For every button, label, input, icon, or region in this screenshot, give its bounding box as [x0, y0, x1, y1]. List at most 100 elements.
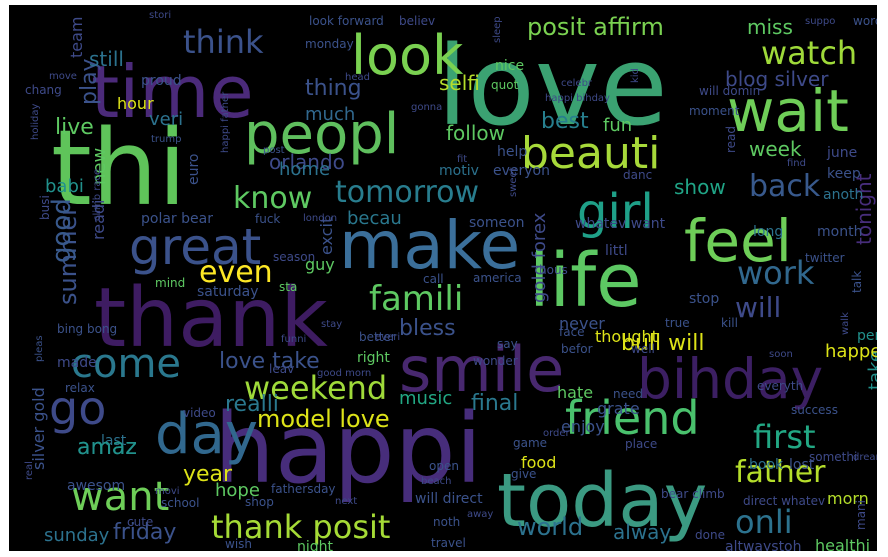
cloud-word: call [423, 272, 444, 287]
cloud-word: whatev want [575, 215, 666, 232]
cloud-word: euro [186, 153, 202, 186]
cloud-word: becau [347, 208, 402, 230]
cloud-word: kill [721, 316, 738, 331]
cloud-word: bull will [621, 330, 705, 356]
cloud-word: never [559, 313, 605, 333]
cloud-word: wish [225, 537, 253, 551]
cloud-word: befor [561, 342, 593, 357]
cloud-word: show [674, 174, 726, 199]
cloud-word: tomorrow [335, 175, 480, 211]
cloud-word: head [345, 71, 370, 83]
cloud-word: fathersday [271, 482, 336, 497]
cloud-word: monday [305, 37, 354, 52]
cloud-word: awesom [67, 477, 126, 494]
cloud-word: holiday [30, 103, 41, 140]
cloud-word: final [471, 390, 519, 416]
cloud-word: word [853, 14, 877, 29]
cloud-word: today [497, 458, 708, 545]
cloud-word: bless [399, 315, 456, 341]
cloud-word: work [737, 253, 815, 292]
cloud-word: look [351, 23, 464, 87]
cloud-word: place [625, 437, 658, 452]
cloud-word: healthi [815, 535, 871, 551]
cloud-word: need [613, 387, 643, 402]
cloud-word: nice [495, 57, 525, 74]
cloud-word: thing [305, 75, 362, 101]
cloud-word: soon [769, 348, 793, 360]
cloud-word: day [155, 402, 259, 468]
cloud-word: gonna [411, 101, 443, 113]
cloud-word: home [279, 159, 331, 181]
cloud-word: follow [446, 120, 505, 145]
cloud-word: look forward [309, 14, 384, 29]
cloud-word: realli [225, 391, 279, 417]
cloud-word: morn [827, 488, 869, 508]
cloud-word: away [467, 508, 494, 520]
cloud-word: hate [557, 382, 594, 402]
cloud-word: leav [269, 362, 295, 377]
cloud-word: sunday [44, 525, 110, 547]
cloud-word: believ [399, 14, 436, 29]
cloud-word: sweet [508, 167, 519, 197]
cloud-word: hope [215, 480, 260, 502]
cloud-word: post [263, 144, 285, 156]
cloud-word: twitter [805, 251, 845, 266]
cloud-word: travel [431, 536, 466, 551]
cloud-word: watch [761, 33, 858, 72]
cloud-word: want [71, 474, 170, 521]
cloud-word: father [735, 455, 826, 491]
cloud-word: wonder [473, 354, 518, 369]
cloud-word: last [101, 432, 127, 449]
cloud-word: good morn [317, 367, 372, 379]
cloud-word: trump [151, 133, 182, 145]
cloud-word: everyth [757, 379, 804, 394]
cloud-word: onli [735, 502, 793, 541]
cloud-word: good [47, 198, 77, 263]
cloud-word: find [787, 157, 806, 169]
cloud-word: famili [369, 279, 464, 320]
cloud-word: lost [789, 456, 815, 473]
cloud-word: miss [747, 14, 793, 39]
cloud-word: done [695, 528, 725, 543]
cloud-word: friend [565, 391, 700, 446]
cloud-word: first [753, 417, 816, 456]
cloud-word: fit [457, 153, 468, 165]
cloud-word: blog silver [725, 66, 829, 91]
cloud-word: london [303, 212, 338, 224]
cloud-word: help [497, 143, 528, 160]
cloud-word: funni [281, 333, 307, 345]
cloud-word: amaz [77, 434, 137, 460]
cloud-word: grate [597, 398, 640, 418]
cloud-word: chang [25, 83, 62, 98]
cloud-word: night [297, 538, 334, 551]
cloud-word: make [339, 206, 521, 284]
cloud-word: amaz [77, 434, 137, 460]
cloud-word: alway [613, 519, 672, 544]
cloud-word: month [817, 223, 863, 240]
cloud-word: altwaystoh [725, 538, 802, 551]
cloud-word: babi [45, 176, 84, 198]
cloud-word: person [857, 327, 877, 344]
cloud-word: celebr [561, 77, 593, 89]
cloud-word: read [724, 125, 738, 153]
cloud-word: thought [595, 326, 658, 346]
cloud-word: week [749, 136, 802, 161]
cloud-word: team [67, 16, 86, 58]
cloud-word: motiv [439, 162, 479, 179]
cloud-word: movi [155, 485, 180, 497]
cloud-word: stori [149, 9, 172, 21]
cloud-word: life [529, 238, 642, 325]
cloud-word: food [521, 452, 557, 472]
cloud-word: silver gold [29, 387, 48, 470]
cloud-word: well [631, 342, 655, 357]
cloud-word: next [335, 495, 358, 507]
cloud-word: bing bong [57, 322, 118, 337]
cloud-word: kid [630, 68, 641, 83]
cloud-word: america [473, 271, 522, 286]
cloud-word: made [57, 354, 97, 371]
cloud-word: saturday [197, 283, 259, 300]
cloud-word: suppo [805, 15, 836, 27]
cloud-word: busi [38, 195, 52, 220]
cloud-word: smile [399, 333, 565, 407]
